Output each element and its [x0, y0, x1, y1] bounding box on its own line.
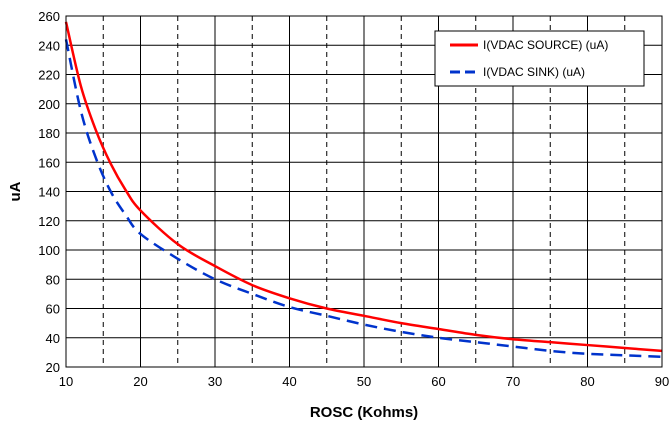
x-tick-label: 40 [282, 374, 296, 389]
series-lines [64, 21, 663, 359]
x-tick-label: 90 [655, 374, 669, 389]
x-tick-label: 20 [133, 374, 147, 389]
x-tick-label: 80 [580, 374, 594, 389]
x-tick-label: 50 [357, 374, 371, 389]
y-tick-label: 200 [38, 97, 60, 112]
y-tick-label: 100 [38, 243, 60, 258]
x-tick-label: 10 [59, 374, 73, 389]
y-tick-label: 240 [38, 38, 60, 53]
y-tick-label: 180 [38, 126, 60, 141]
y-tick-label: 20 [46, 360, 60, 375]
y-tick-label: 40 [46, 331, 60, 346]
x-tick-label: 70 [506, 374, 520, 389]
legend-label-source: I(VDAC SOURCE) (uA) [483, 38, 608, 52]
y-tick-label: 220 [38, 68, 60, 83]
series-line-source [64, 21, 663, 353]
y-tick-label: 160 [38, 155, 60, 170]
x-tick-label: 60 [431, 374, 445, 389]
x-axis-ticks: 10 20 30 40 50 60 70 80 90 [59, 374, 669, 389]
y-axis-title: uA [7, 181, 24, 201]
x-tick-label: 30 [208, 374, 222, 389]
y-tick-label: 260 [38, 9, 60, 24]
y-tick-label: 60 [46, 302, 60, 317]
y-tick-label: 120 [38, 214, 60, 229]
legend: I(VDAC SOURCE) (uA) I(VDAC SINK) (uA) [434, 30, 645, 87]
series-line-sink [64, 39, 663, 359]
plot-area-frame [65, 15, 663, 368]
legend-box [434, 30, 645, 87]
y-tick-label: 80 [46, 272, 60, 287]
legend-label-sink: I(VDAC SINK) (uA) [483, 65, 585, 79]
y-tick-label: 140 [38, 185, 60, 200]
y-axis-ticks: 20 40 60 80 100 120 140 160 180 200 220 240 260 [38, 9, 60, 375]
x-axis-title: ROSC (Kohms) [310, 404, 418, 421]
